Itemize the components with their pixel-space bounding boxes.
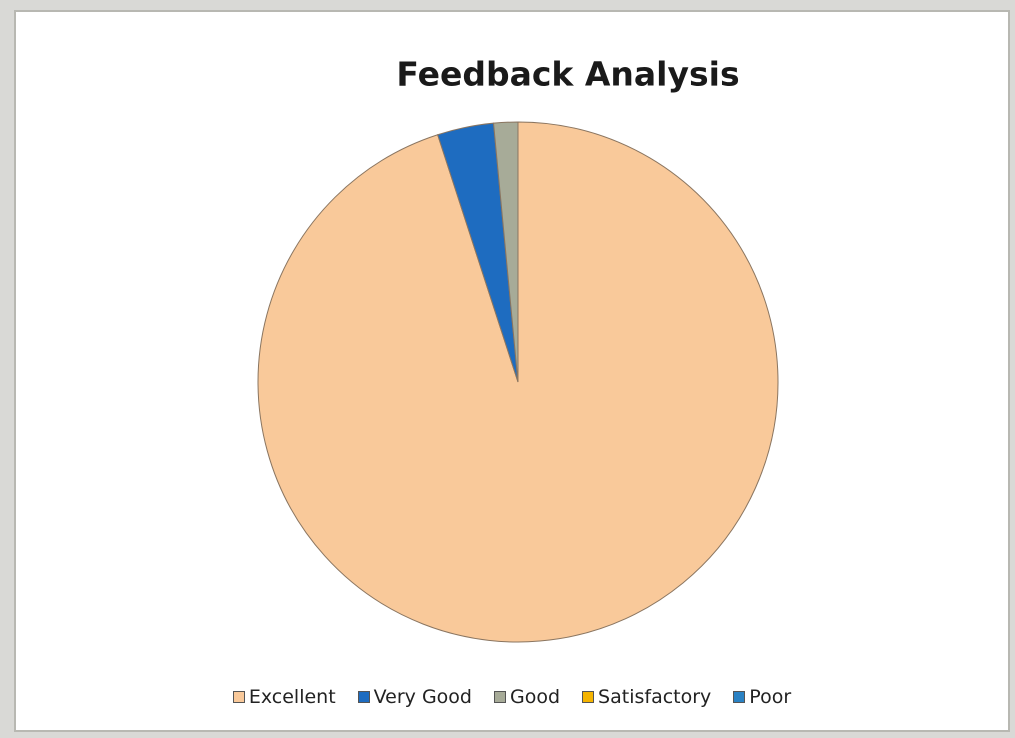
- legend-item: Poor: [733, 686, 791, 708]
- legend-label: Poor: [749, 686, 792, 708]
- legend-label: Very Good: [373, 686, 472, 708]
- chart-frame: Feedback Analysis Excellent Very Good Good…: [14, 10, 1010, 732]
- legend-swatch: [232, 691, 245, 703]
- legend-label: Excellent: [248, 686, 336, 708]
- legend: Excellent Very Good Good Satisfactory Poor: [16, 686, 1008, 708]
- legend-item: Good: [494, 686, 560, 708]
- legend-label: Satisfactory: [598, 686, 712, 708]
- legend-label: Good: [510, 686, 561, 708]
- legend-item: Satisfactory: [582, 686, 711, 708]
- legend-item: Excellent: [232, 686, 336, 708]
- chart-title: Feedback Analysis: [396, 55, 739, 94]
- legend-swatch: [733, 691, 746, 703]
- legend-swatch: [494, 691, 506, 703]
- legend-swatch: [357, 691, 370, 703]
- legend-swatch: [582, 691, 595, 703]
- chart: Feedback Analysis: [257, 55, 779, 643]
- legend-item: Very Good: [357, 686, 472, 708]
